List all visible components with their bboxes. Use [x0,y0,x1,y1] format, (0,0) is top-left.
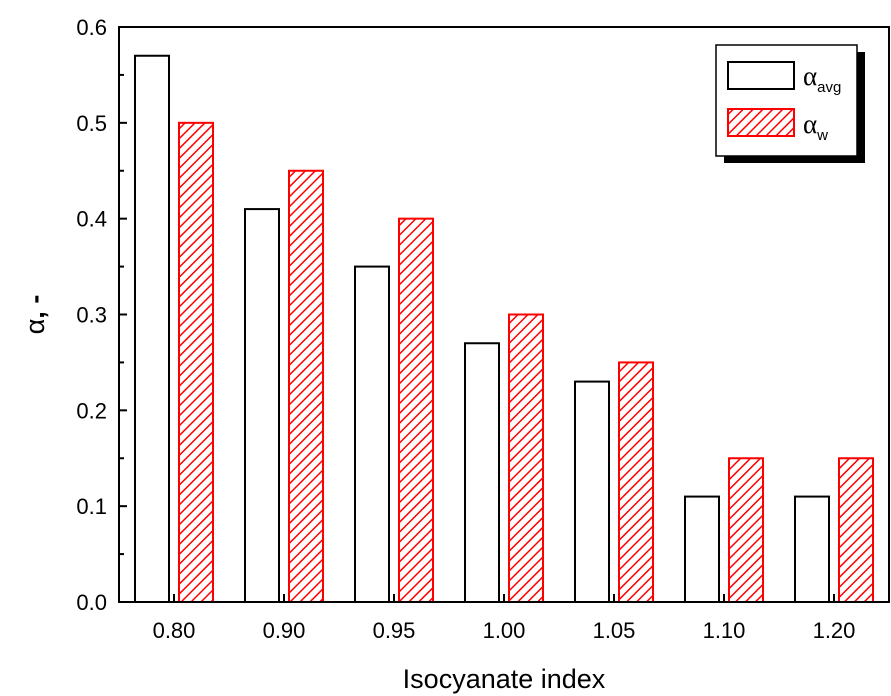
x-axis: 0.80 0.90 0.95 1.00 1.05 1.10 1.20 [153,594,856,643]
legend-label-avg: αavg [803,61,841,96]
y-tick-label: 0.3 [76,303,107,328]
bar-w-0.90 [288,169,324,603]
y-tick-label: 0.6 [76,15,107,40]
bars-group [134,54,874,604]
x-tick-label: 1.10 [703,618,746,643]
bar-w-1.00 [508,313,544,603]
x-tick-label: 0.80 [153,618,196,643]
y-axis-title: α, - [20,295,50,335]
x-axis-title: Isocyanate index [403,664,606,694]
y-axis-title-symbol: α [20,319,50,335]
bar-avg-0.90 [244,208,280,603]
legend: αavg αw [715,44,865,163]
bar-avg-1.10 [684,495,720,604]
y-tick-label: 0.4 [76,207,107,232]
legend-swatch-avg [727,61,795,90]
legend-label-avg-subscript: avg [817,79,841,96]
bar-w-0.80 [178,121,214,603]
y-axis-title-suffix: , - [20,295,50,319]
bar-avg-1.00 [464,342,500,603]
bar-w-0.95 [398,217,434,604]
bar-w-1.10 [728,457,764,603]
y-tick-label: 0.1 [76,494,107,519]
x-tick-label: 1.00 [483,618,526,643]
x-tick-label: 1.20 [813,618,856,643]
bar-avg-0.95 [354,265,390,603]
bar-w-1.20 [838,457,874,603]
legend-label-w-subscript: w [816,127,828,144]
legend-label-w-symbol: α [803,109,817,139]
legend-label-avg-symbol: α [803,61,817,91]
legend-swatch-w [727,108,795,137]
bar-w-1.05 [618,361,654,603]
bar-avg-1.20 [794,495,830,604]
legend-label-w: αw [803,109,828,144]
x-tick-label: 0.90 [263,618,306,643]
y-tick-label: 0.5 [76,111,107,136]
x-tick-label: 1.05 [593,618,636,643]
y-tick-label: 0.0 [76,590,107,615]
x-tick-label: 0.95 [373,618,416,643]
y-axis: 0.0 0.1 0.2 0.3 0.4 0.5 0.6 [76,15,127,615]
bar-avg-0.80 [134,54,170,603]
bar-avg-1.05 [574,380,610,604]
y-tick-label: 0.2 [76,398,107,423]
